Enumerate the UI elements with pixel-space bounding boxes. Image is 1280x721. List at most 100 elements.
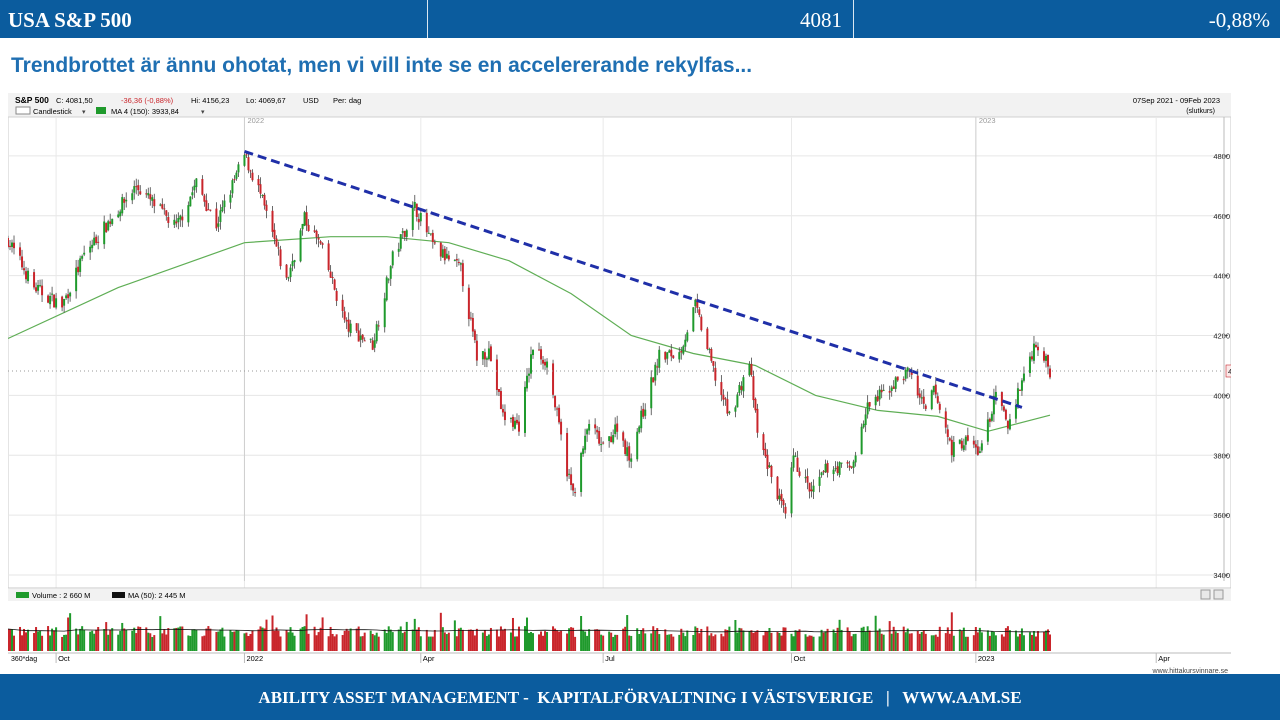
volume-bar: [329, 626, 332, 651]
volume-bar: [790, 633, 793, 651]
candle-body: [475, 340, 478, 361]
title-bar-divider: [427, 0, 428, 38]
candle-body: [726, 399, 729, 414]
volume-bar: [387, 626, 390, 651]
candle-body: [652, 377, 655, 383]
candle-body: [852, 461, 855, 468]
candle-body: [936, 396, 939, 403]
info-change: -36,36 (-0,88%): [121, 96, 174, 105]
legend-candlestick: Candlestick: [33, 107, 72, 116]
title-bar-divider: [853, 0, 854, 38]
candle-body: [411, 207, 414, 231]
candle-body: [850, 466, 853, 468]
volume-bar: [770, 632, 773, 651]
candle-body: [600, 444, 603, 446]
info-period: Per: dag: [333, 96, 361, 105]
candle-body: [181, 216, 184, 221]
candle-body: [243, 154, 246, 166]
candle-body: [678, 352, 681, 360]
volume-bar: [229, 630, 232, 651]
candle-body: [487, 348, 490, 360]
volume-bar: [247, 635, 250, 651]
volume-bar: [289, 627, 292, 651]
candle-body: [790, 467, 793, 514]
candle-body: [79, 258, 82, 272]
volume-bar: [1049, 634, 1051, 651]
panel-resize-icon[interactable]: [1200, 589, 1211, 600]
candle-body: [532, 349, 535, 356]
volume-bar: [728, 626, 731, 651]
candle-body: [191, 192, 194, 196]
candle-body: [952, 442, 955, 457]
volume-bar: [798, 629, 801, 651]
candle-body: [810, 489, 813, 492]
candle-body: [417, 218, 420, 223]
candle-body: [596, 429, 599, 433]
volume-bar: [265, 619, 268, 651]
candle-body: [105, 223, 108, 233]
candle-body: [946, 429, 949, 438]
candle-body: [874, 396, 877, 406]
candle-body: [303, 212, 306, 226]
candle-body: [13, 242, 16, 249]
candle-body: [748, 363, 751, 376]
candle-body: [447, 255, 450, 260]
candle-body: [964, 436, 967, 445]
volume-bar: [614, 634, 617, 651]
candle-body: [397, 248, 400, 252]
volume-bar: [804, 634, 807, 651]
volume-bar: [696, 627, 699, 651]
candle-body: [670, 349, 673, 357]
info-symbol: S&P 500: [15, 95, 49, 105]
candle-body: [345, 320, 348, 322]
volume-bar: [878, 628, 881, 651]
volume-bar: [487, 634, 490, 651]
panel-close-icon[interactable]: [1213, 589, 1224, 600]
info-close: C: 4081,50: [56, 96, 93, 105]
candle-body: [864, 414, 867, 426]
volume-bar: [277, 630, 280, 651]
volume-bar: [764, 630, 767, 651]
candle-body: [399, 234, 402, 249]
candle-body: [277, 247, 280, 249]
candle-body: [1016, 388, 1019, 407]
volume-bar: [568, 628, 571, 651]
candle-body: [754, 398, 757, 411]
volume-bar: [355, 628, 358, 651]
volume-bar: [584, 631, 587, 651]
volume-bar: [515, 636, 518, 651]
candle-body: [710, 349, 713, 361]
volume-bar: [13, 635, 16, 651]
candle-body: [343, 311, 346, 320]
volume-bar: [838, 619, 841, 651]
candle-body: [25, 271, 28, 280]
candle-body: [481, 351, 484, 360]
volume-bar: [191, 629, 194, 651]
candle-body: [109, 221, 112, 224]
candle-body: [658, 349, 661, 368]
candle-body: [511, 416, 514, 427]
candle-body: [848, 465, 851, 468]
candle-body: [784, 506, 787, 514]
candle-body: [195, 178, 198, 188]
volume-bar: [371, 633, 374, 651]
candle-body: [93, 237, 96, 246]
candle-body: [598, 430, 601, 444]
candle-body: [988, 418, 991, 422]
candle-body: [361, 334, 364, 340]
candle-body: [540, 349, 543, 360]
volume-bar: [327, 636, 330, 651]
volume-bar: [251, 630, 254, 651]
candle-body: [307, 224, 310, 232]
volume-bar: [219, 629, 222, 651]
candle-body: [986, 419, 989, 442]
candle-body: [119, 211, 122, 217]
credit-text: www.hittakursvinnare.se: [1152, 668, 1229, 675]
volume-bar: [405, 621, 408, 651]
candle-body: [67, 294, 70, 299]
candle-body: [584, 435, 587, 450]
volume-bar: [83, 629, 86, 651]
candle-body: [473, 330, 476, 341]
candle-body: [231, 180, 234, 194]
candle-body: [375, 324, 378, 342]
